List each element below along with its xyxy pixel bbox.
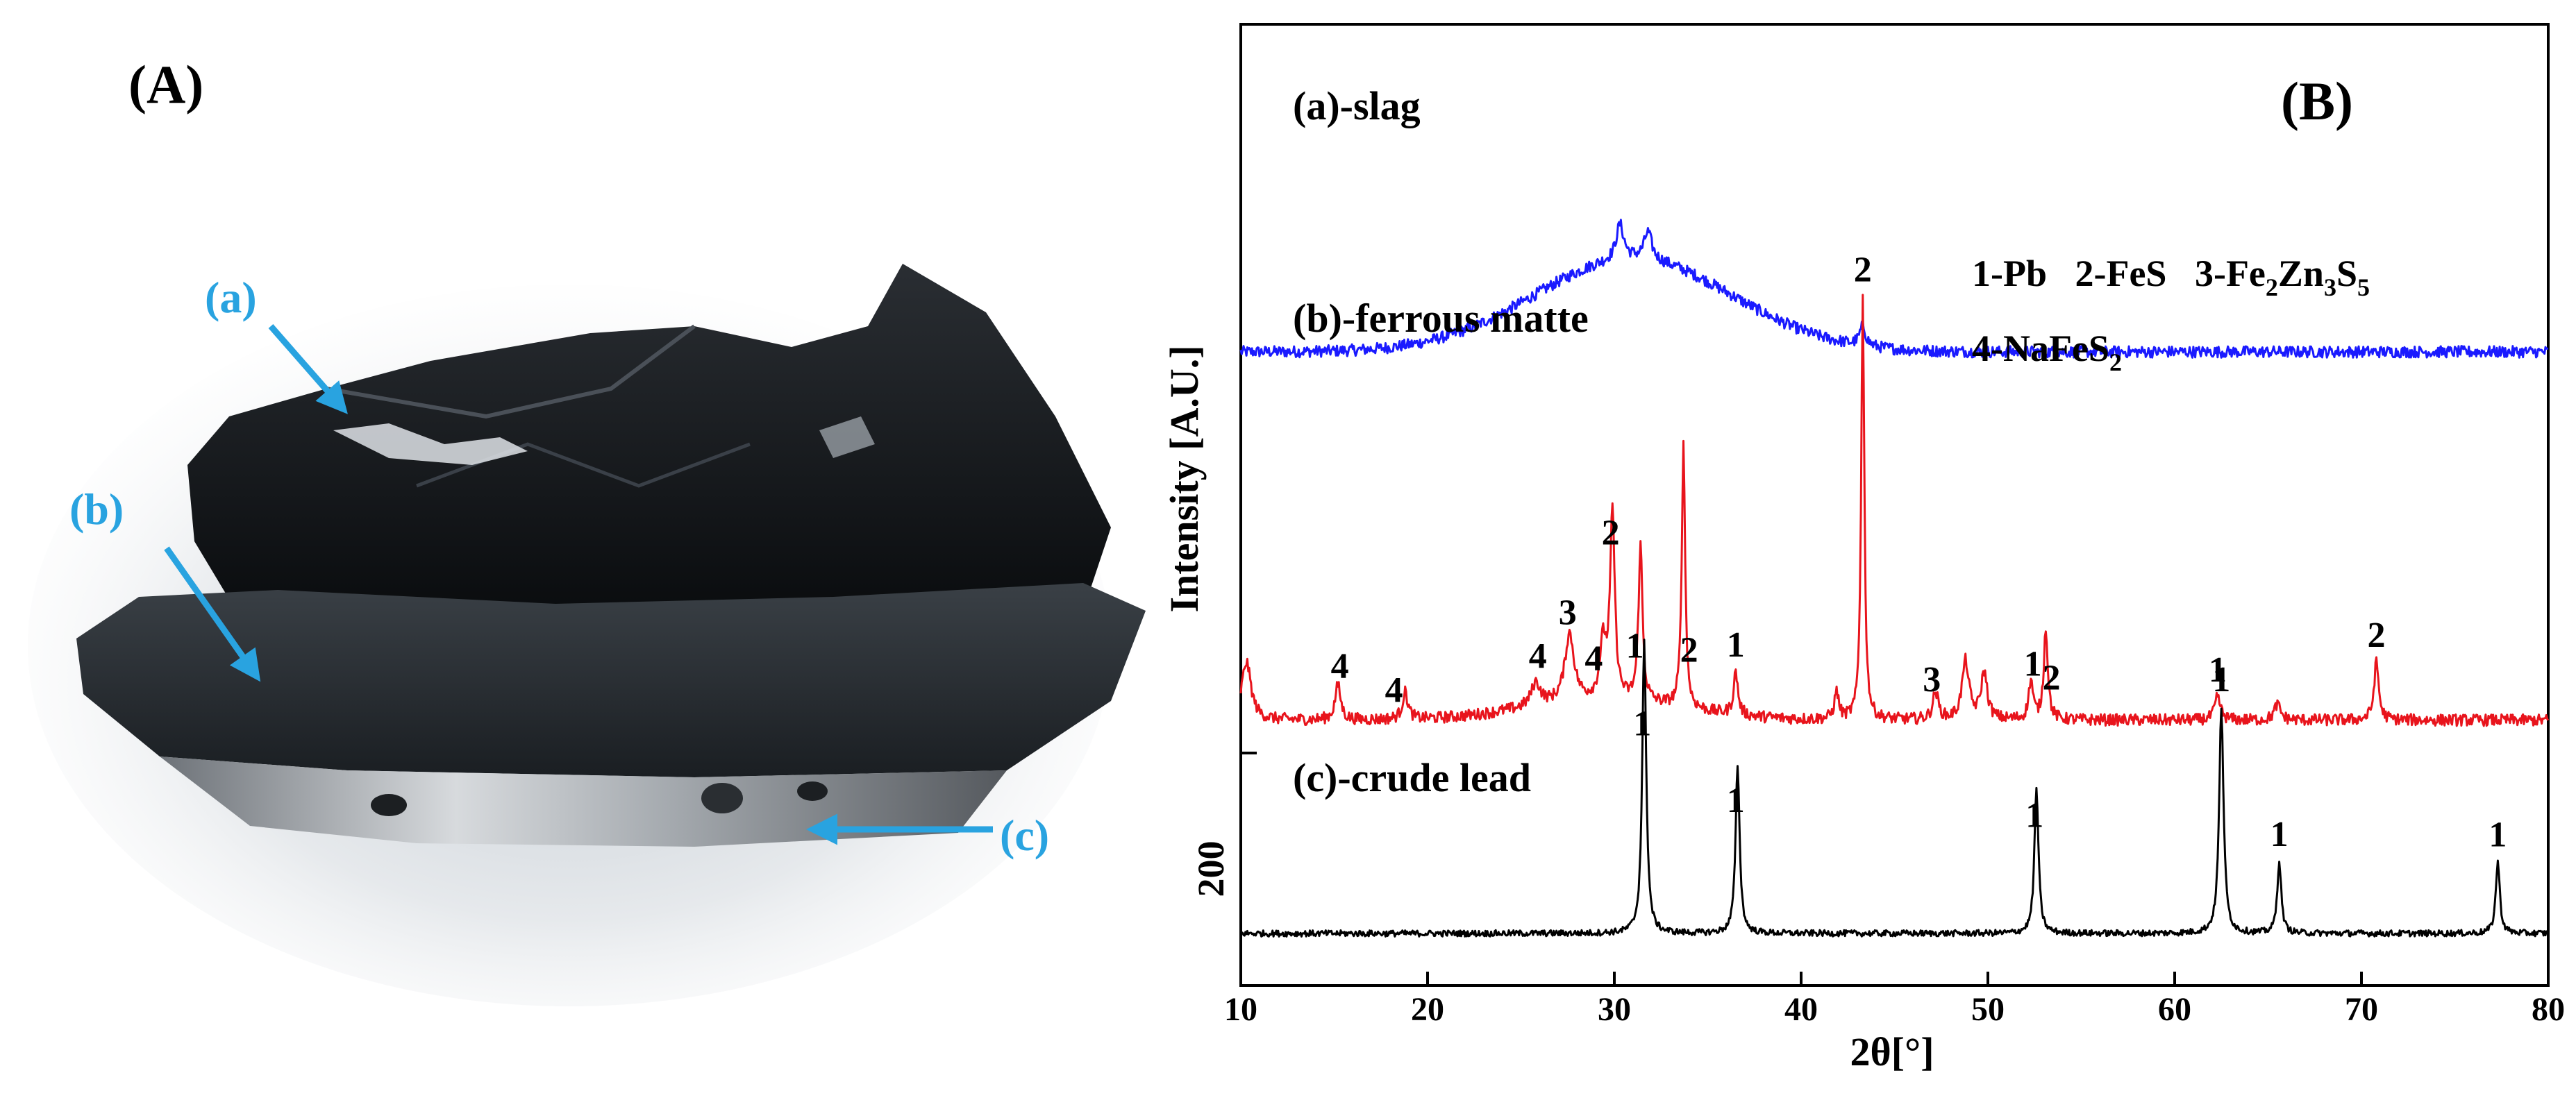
slag-highlight (819, 416, 875, 458)
peak-label: 2 (2043, 659, 2061, 698)
peak-label: 3 (1559, 593, 1577, 632)
peak-label: 3 (1923, 660, 1941, 700)
phase-legend-line1: 1-Pb 2-FeS 3-Fe2Zn3S5 (1972, 253, 2370, 301)
peak-label: 1 (2212, 660, 2230, 700)
series-line-3 (1240, 639, 2550, 938)
x-tick-label: 10 (1224, 991, 1257, 1028)
peak-label: 1 (1727, 781, 1745, 820)
x-tick-label: 70 (2345, 991, 2378, 1028)
series-line-1 (1239, 219, 2549, 359)
matte-layer (76, 583, 1146, 777)
slag-lump (187, 264, 1111, 645)
peak-label: 1 (2025, 795, 2043, 835)
peak-label: 1 (2270, 815, 2289, 854)
lead-pore (797, 781, 828, 801)
x-ticks: 10 20 30 40 50 60 70 80 (1224, 972, 2565, 1028)
y-tick-label: 200 (1190, 841, 1232, 897)
lead-layer (160, 756, 1007, 847)
phase-legend-line2: 4-NaFeS2 (1972, 328, 2122, 376)
x-tick-label: 40 (1784, 991, 1818, 1028)
panel-b-label: (B) (2281, 71, 2353, 131)
peak-label: 4 (1529, 636, 1547, 676)
panel-a-label: (A) (128, 54, 203, 115)
peak-label: 1 (1633, 704, 1651, 744)
peak-label: 4 (1584, 639, 1603, 678)
peak-label: 1 (2489, 815, 2507, 855)
arrow-label-b: (b) (69, 484, 124, 534)
peak-label: 1 (2209, 650, 2227, 690)
x-axis-label: 2θ[°] (1850, 1029, 1934, 1074)
series-layer (1239, 219, 2550, 938)
peak-label: 2 (2368, 616, 2386, 655)
plot-frame (1239, 23, 2550, 987)
arrow-label-c: (c) (1000, 811, 1049, 860)
slag-facet (326, 324, 696, 419)
x-tick-label: 30 (1598, 991, 1631, 1028)
peak-label: 2 (1602, 514, 1620, 553)
lead-pore (371, 794, 407, 816)
x-tick-label: 60 (2158, 991, 2191, 1028)
peak-label: 1 (2024, 644, 2042, 684)
peak-label: 1 (1626, 627, 1644, 666)
y-axis-label: Intensity [A.U.] (1162, 345, 1207, 612)
arrow-label-a: (a) (205, 273, 257, 322)
arrow-a (268, 324, 348, 414)
series-label-matte: (b)-ferrous matte (1293, 296, 1589, 341)
slag-highlight (333, 423, 528, 465)
peak-label: 1 (1727, 625, 1745, 665)
x-tick-label: 80 (2532, 991, 2565, 1028)
peak-label: 2 (1854, 251, 1872, 290)
series-line-2 (1239, 294, 2550, 727)
x-tick-label: 50 (1971, 991, 2005, 1028)
peak-label: 4 (1331, 647, 1349, 686)
arrow-b (164, 546, 261, 682)
peak-label: 4 (1385, 670, 1403, 710)
x-tick-label: 20 (1411, 991, 1444, 1028)
peak-label: 2 (1680, 630, 1698, 670)
series-label-lead: (c)-crude lead (1293, 755, 1531, 800)
lead-pore (701, 783, 743, 813)
panel-a-photo: (A) (a) (b) (c) (28, 54, 1146, 1006)
series-label-slag: (a)-slag (1293, 83, 1421, 128)
